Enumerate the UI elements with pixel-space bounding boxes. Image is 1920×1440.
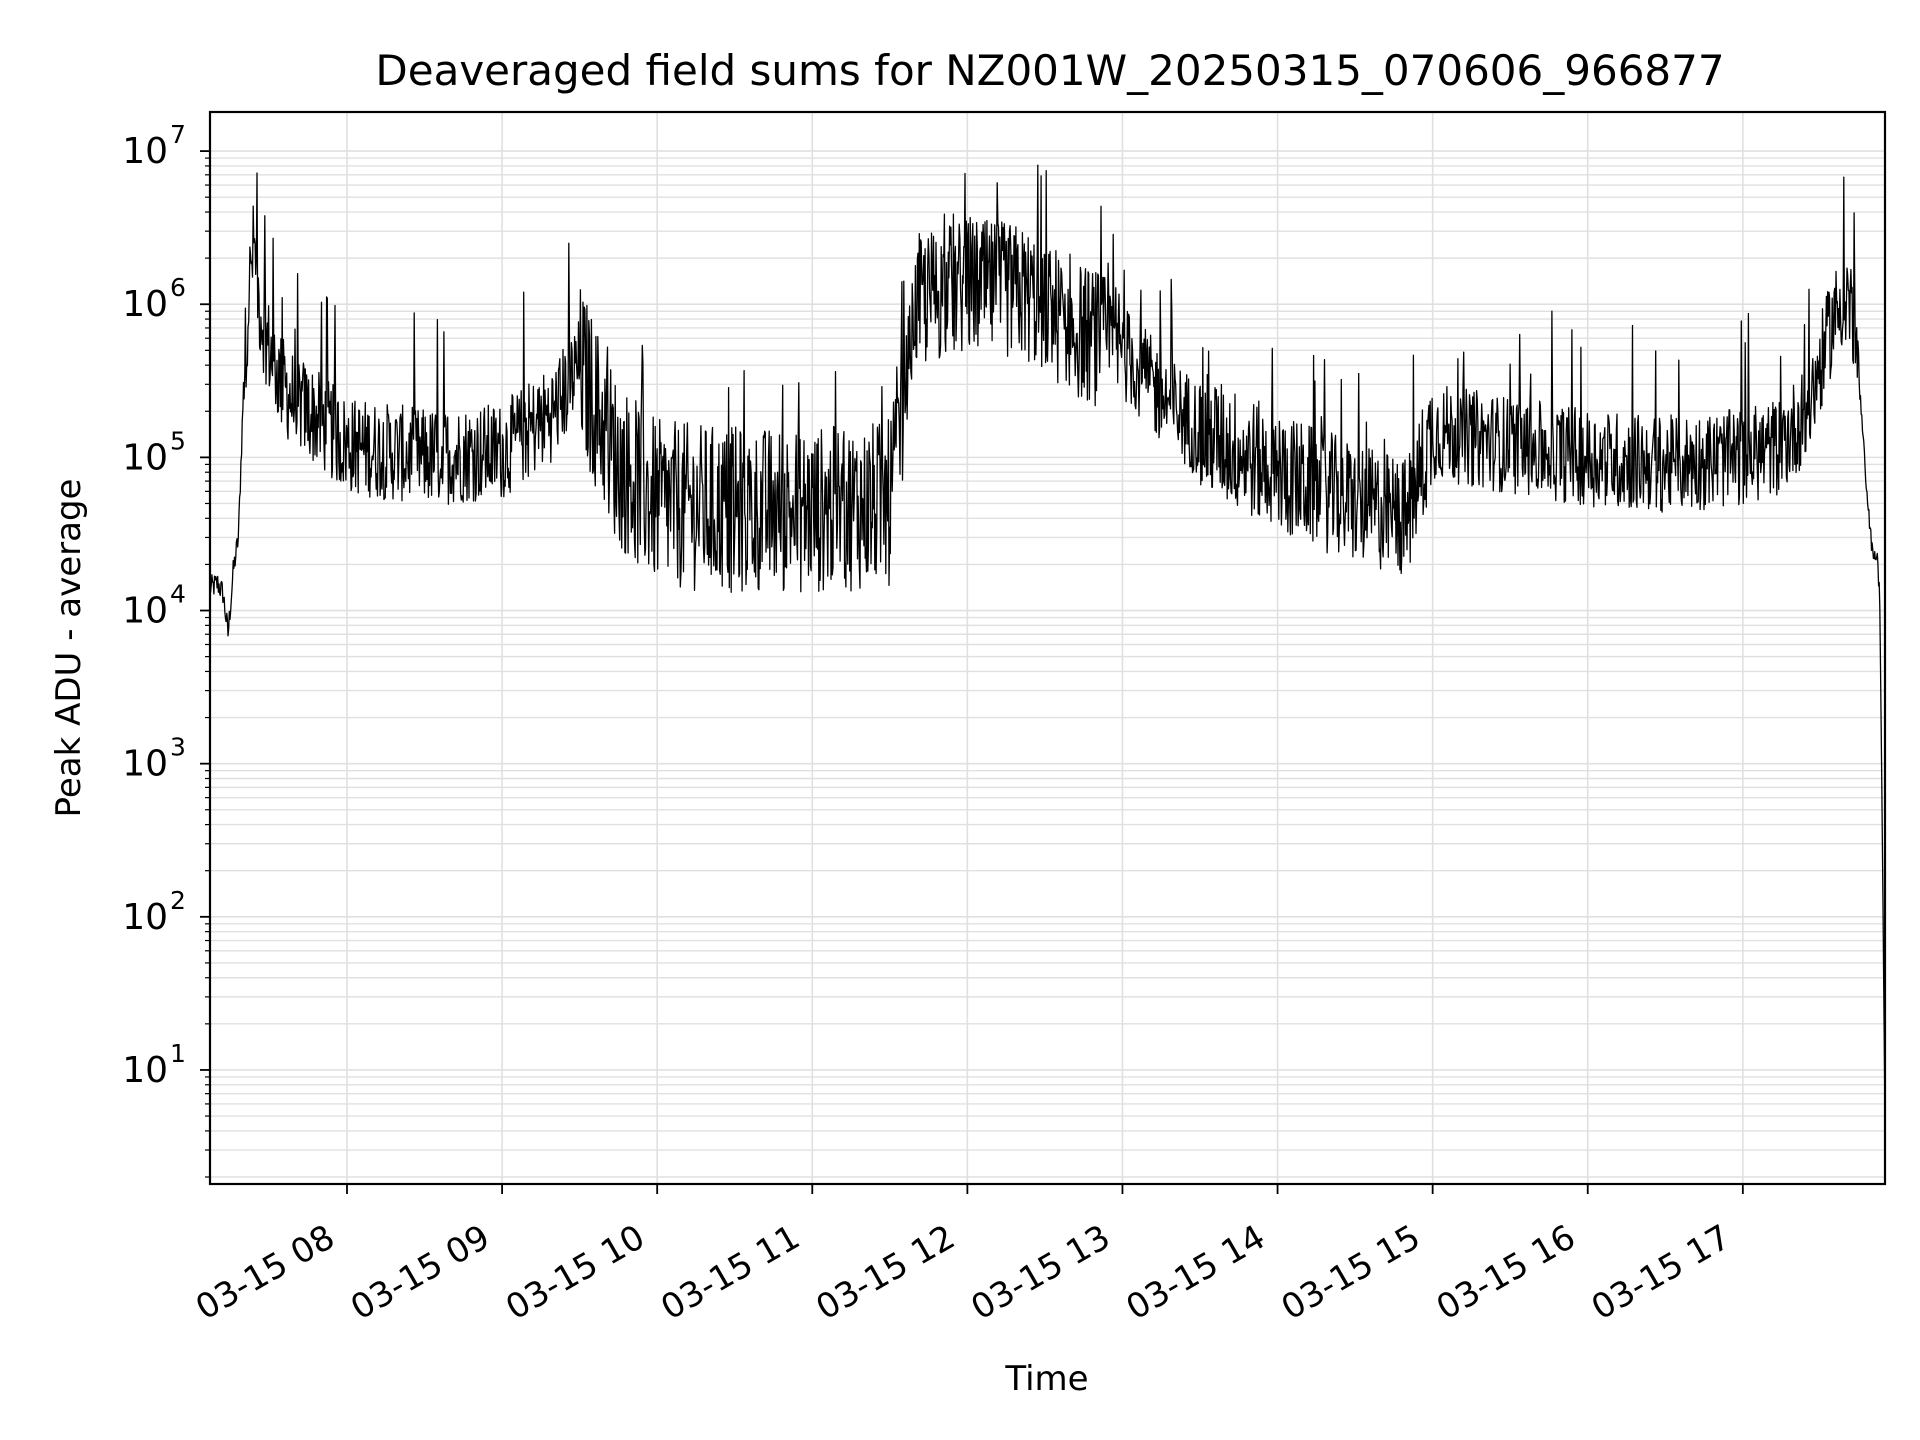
y-tick-label-base: 10 bbox=[122, 1050, 168, 1091]
x-axis-label: Time bbox=[1004, 1359, 1088, 1399]
y-axis-label: Peak ADU - average bbox=[49, 479, 89, 818]
y-tick-label-exponent: 5 bbox=[170, 426, 186, 455]
y-tick-label: 10 bbox=[122, 131, 168, 172]
x-tick-label: 03-15 16 bbox=[1430, 1217, 1582, 1328]
y-tick-label: 10 bbox=[122, 1050, 168, 1091]
x-axis: 03-15 08 03-15 09 03-15 10 03-15 11 03-15 12… bbox=[189, 1184, 1744, 1328]
y-tick-label: 10 bbox=[122, 897, 168, 938]
x-tick-label: 03-15 11 bbox=[654, 1217, 806, 1328]
y-tick-label-exponent: 3 bbox=[170, 733, 186, 762]
y-tick-label-base: 10 bbox=[122, 437, 168, 478]
y-tick-label-base: 10 bbox=[122, 131, 168, 172]
x-tick-label: 03-15 10 bbox=[499, 1217, 651, 1328]
x-tick-label: 03-15 17 bbox=[1585, 1217, 1737, 1328]
y-tick-label: 10 bbox=[122, 284, 168, 325]
y-tick-label: 10 bbox=[122, 591, 168, 632]
series-layer bbox=[209, 164, 1886, 1125]
y-tick-label-exponent: 6 bbox=[170, 273, 186, 302]
x-tick-label: 03-15 12 bbox=[809, 1217, 961, 1328]
x-tick-label: 03-15 09 bbox=[344, 1217, 496, 1328]
y-tick-label-base: 10 bbox=[122, 897, 168, 938]
grid-layer bbox=[210, 112, 1885, 1184]
chart-title: Deaveraged field sums for NZ001W_2025031… bbox=[375, 46, 1724, 95]
y-tick-label-base: 10 bbox=[122, 284, 168, 325]
y-tick-label: 10 bbox=[122, 744, 168, 785]
y-tick-label-base: 10 bbox=[122, 744, 168, 785]
x-tick-label: 03-15 14 bbox=[1120, 1217, 1272, 1328]
y-tick-label-base: 10 bbox=[122, 591, 168, 632]
y-tick-label-exponent: 4 bbox=[170, 580, 186, 609]
y-tick-label-exponent: 2 bbox=[170, 886, 186, 915]
x-tick-label: 03-15 08 bbox=[189, 1217, 341, 1328]
y-tick-label-exponent: 7 bbox=[170, 120, 186, 149]
x-tick-label: 03-15 13 bbox=[965, 1217, 1117, 1328]
x-tick-label: 03-15 15 bbox=[1275, 1217, 1427, 1328]
y-tick-label: 10 bbox=[122, 437, 168, 478]
plot-area-frame bbox=[208, 110, 1887, 1186]
series-line bbox=[209, 164, 1886, 1125]
y-tick-label-exponent: 1 bbox=[170, 1039, 186, 1068]
